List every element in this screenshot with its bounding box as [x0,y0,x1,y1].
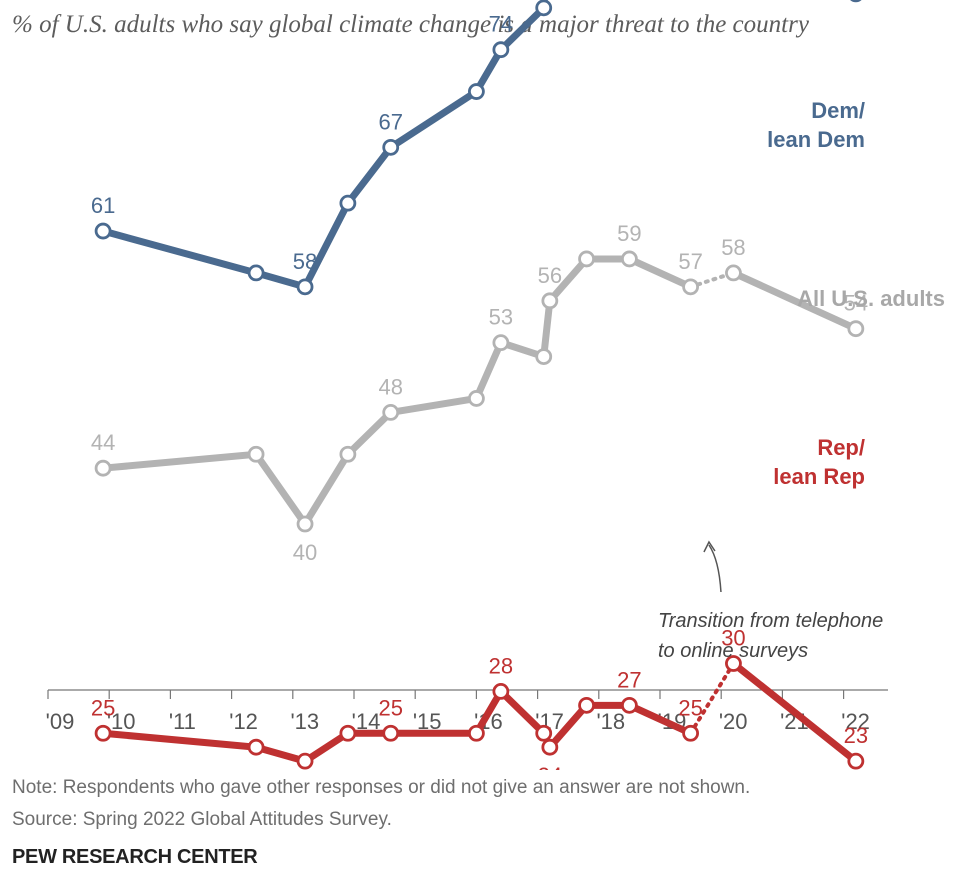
data-point [621,250,638,268]
annotation-text: Transition from telephone [658,610,883,632]
data-point [621,696,638,714]
data-point [296,752,314,770]
data-point [847,752,865,770]
data-point [247,445,265,463]
note-text: Note: Respondents who gave other respons… [12,777,751,798]
data-label: 57 [678,249,702,274]
x-tick-label: '22 [841,709,870,734]
data-point [578,250,595,268]
data-label: 54 [844,291,868,316]
data-point [535,0,553,17]
data-label: 74 [489,12,513,37]
annotation-arrowhead [703,540,716,553]
data-point [682,278,699,296]
chart-title: % of U.S. adults who say global climate … [12,11,809,38]
data-point [339,194,357,212]
data-point [339,445,357,463]
data-point [467,390,485,407]
x-tick-label: '10 [107,709,136,734]
series-line-online-all [729,269,860,333]
data-point [382,138,400,156]
data-label: 25 [378,695,402,720]
data-point [850,0,862,3]
data-point [247,738,265,756]
data-point [535,724,553,742]
data-point [296,278,314,296]
data-point [492,41,510,59]
data-point [682,724,699,742]
data-point [492,334,510,352]
data-point [247,264,265,282]
data-point [847,320,865,338]
data-point [94,459,112,477]
x-tick-label: '13 [290,709,319,734]
data-point [535,348,553,366]
legend-label-rep: Rep/ [817,435,865,460]
source-text: Source: Spring 2022 Global Attitudes Sur… [12,809,392,830]
data-label: 67 [378,109,402,134]
data-label: 30 [721,626,745,651]
data-label: 25 [91,695,115,720]
data-point [339,724,357,742]
data-label: 40 [293,540,317,565]
chart-note: Note: Respondents who gave other respons… [12,772,952,836]
data-label: 24 [538,763,562,770]
series-transition-rep [688,661,736,736]
data-point [725,264,742,282]
x-tick-label: '20 [719,709,748,734]
data-point [578,696,595,714]
data-label: 61 [91,193,115,218]
data-label: 58 [721,235,745,260]
data-point [94,724,112,742]
series-line-dem [99,0,548,291]
data-point [492,683,510,700]
brand-logo: PEW RESEARCH CENTER [12,846,258,868]
data-label: 48 [378,374,402,399]
series-line-online-rep [729,660,860,765]
data-point [467,83,485,100]
legend-label-rep: lean Rep [773,464,865,489]
data-point [382,724,400,742]
legend-label-dem: lean Dem [767,127,865,152]
annotation-text: to online surveys [658,640,808,662]
x-tick-label: '11 [169,709,196,734]
data-point [467,724,485,742]
data-point [541,292,559,310]
x-tick-label: '18 [596,709,625,734]
data-label: 25 [678,695,702,720]
data-point [94,222,112,240]
legend-label-dem: Dem/ [811,98,865,123]
data-point [541,738,559,756]
data-label: 27 [617,667,641,692]
data-label: 23 [844,723,868,748]
x-tick-label: '09 [46,709,75,734]
annotation-arrow [708,544,722,593]
data-point [725,655,742,672]
data-point [382,403,400,421]
x-tick-label: '12 [229,709,258,734]
data-label: 59 [617,221,641,246]
data-label: 44 [91,430,115,455]
line-chart: '09'10'11'12'13'14'15'16'17'18'19'20'21 '… [46,0,945,770]
legend-label-all: All U.S. adults [797,286,945,311]
data-label: 53 [489,305,513,330]
data-label: 58 [293,249,317,274]
data-point [296,515,314,533]
data-label: 28 [489,653,513,678]
data-label: 56 [538,263,562,288]
